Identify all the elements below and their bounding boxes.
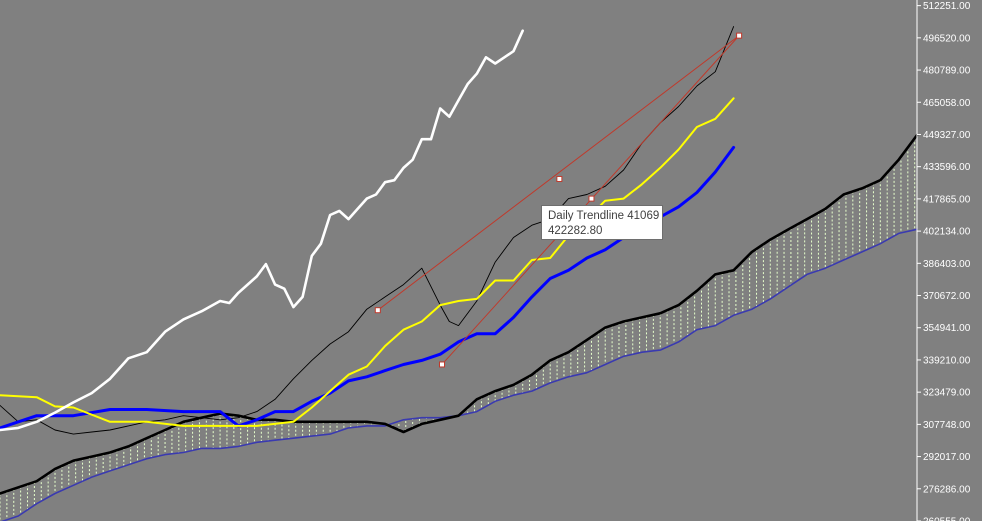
y-tick-label: 386403.00 [923,259,971,270]
y-tick-label: 354941.00 [923,323,971,334]
y-tick-label: 292017.00 [923,452,971,463]
trendline-handle [588,195,595,202]
series-layer [0,26,919,521]
y-tick-label: 323479.00 [923,388,971,399]
trendline-layer[interactable] [374,32,743,368]
y-tick-label: 402134.00 [923,227,971,238]
tenkan-line [0,97,735,427]
trendline-tooltip: Daily Trendline 41069 422282.80 [541,205,663,240]
senkou-a-line [0,133,919,495]
y-tick-label: 417865.00 [923,194,971,205]
y-tick-label: 496520.00 [923,33,971,44]
y-tick-label: 370672.00 [923,291,971,302]
trendline-handle [438,361,445,368]
y-tick-label: 465058.00 [923,98,971,109]
y-tick-label: 307748.00 [923,420,971,431]
trendline-handle [736,32,743,39]
y-axis: 512251.00 496520.00 480789.00 465058.00 4493… [917,1,971,521]
tooltip-value: 422282.80 [548,225,603,237]
trendline-handle [556,175,563,182]
y-tick-label: 512251.00 [923,1,971,12]
y-tick-label: 449327.00 [923,130,971,141]
y-tick-label: 433596.00 [923,162,971,173]
trendline [377,35,740,311]
chikou-line [0,29,525,432]
y-tick-label: 260555.00 [923,517,971,521]
y-tick-label: 480789.00 [923,66,971,77]
y-tick-label: 276286.00 [923,484,971,495]
price-line [0,26,735,435]
tooltip-name: Daily Trendline 41069 [548,210,660,222]
trendline-handle [374,307,381,314]
y-tick-label: 339210.00 [923,355,971,366]
